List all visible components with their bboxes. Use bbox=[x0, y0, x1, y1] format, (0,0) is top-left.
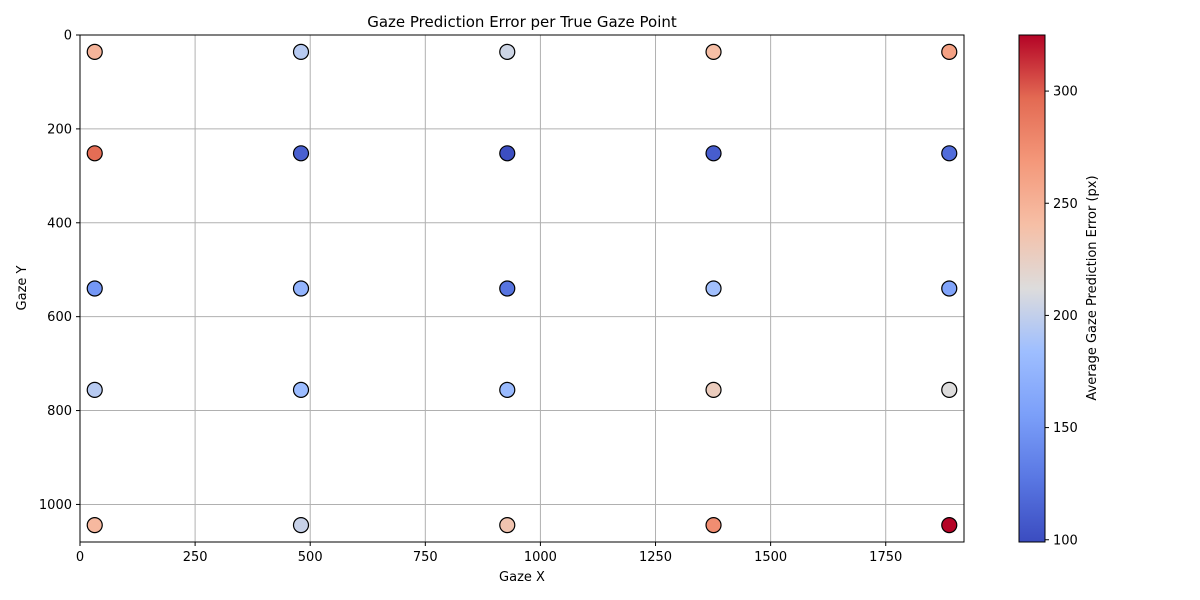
data-point bbox=[941, 280, 958, 297]
x-axis-ticks: 0 250 500 750 1000 1250 1500 1750 bbox=[76, 542, 902, 565]
x-tick-label: 1500 bbox=[754, 550, 787, 565]
y-tick-label: 800 bbox=[47, 404, 72, 419]
y-axis-ticks: 0 200 400 600 800 1000 bbox=[39, 29, 80, 513]
data-point bbox=[499, 280, 516, 297]
grid-lines bbox=[79, 34, 964, 542]
colorbar-ticks: 100 150 200 250 300 bbox=[1045, 85, 1078, 548]
colorbar-tick-label: 150 bbox=[1053, 421, 1078, 436]
data-point bbox=[705, 516, 722, 534]
y-tick-label: 0 bbox=[64, 29, 72, 44]
colorbar bbox=[1018, 34, 1046, 543]
data-point bbox=[941, 516, 958, 534]
y-tick-label: 400 bbox=[47, 216, 72, 231]
x-tick-label: 1000 bbox=[524, 550, 557, 565]
colorbar-tick-label: 200 bbox=[1053, 309, 1078, 324]
data-point bbox=[499, 43, 516, 61]
data-point bbox=[86, 381, 103, 398]
data-point bbox=[292, 280, 310, 297]
data-point bbox=[292, 516, 310, 534]
data-points bbox=[86, 43, 958, 534]
data-point bbox=[86, 145, 103, 162]
y-tick-label: 1000 bbox=[39, 498, 72, 513]
chart-title: Gaze Prediction Error per True Gaze Poin… bbox=[367, 13, 677, 31]
x-tick-label: 1750 bbox=[869, 550, 902, 565]
colorbar-tick-label: 100 bbox=[1053, 533, 1078, 548]
colorbar-tick-label: 300 bbox=[1053, 85, 1078, 100]
data-point bbox=[499, 381, 516, 398]
x-tick-label: 250 bbox=[183, 550, 208, 565]
data-point bbox=[292, 381, 310, 398]
data-point bbox=[705, 381, 722, 398]
y-axis-label: Gaze Y bbox=[15, 265, 30, 310]
x-tick-label: 750 bbox=[413, 550, 438, 565]
data-point bbox=[86, 43, 103, 61]
data-point bbox=[86, 280, 103, 297]
data-point bbox=[499, 145, 516, 162]
data-point bbox=[705, 280, 722, 297]
x-tick-label: 0 bbox=[76, 550, 84, 565]
y-tick-label: 600 bbox=[47, 310, 72, 325]
data-point bbox=[292, 145, 310, 162]
plot-frame bbox=[79, 34, 965, 543]
data-point bbox=[941, 145, 958, 162]
y-tick-label: 200 bbox=[47, 122, 72, 137]
data-point bbox=[705, 43, 722, 61]
x-tick-label: 500 bbox=[298, 550, 323, 565]
data-point bbox=[499, 516, 516, 534]
x-axis-label: Gaze X bbox=[499, 570, 545, 585]
x-tick-label: 1250 bbox=[639, 550, 672, 565]
data-point bbox=[86, 516, 103, 534]
data-point bbox=[941, 43, 958, 61]
data-point bbox=[705, 145, 722, 162]
data-point bbox=[292, 43, 310, 61]
colorbar-tick-label: 250 bbox=[1053, 197, 1078, 212]
data-point bbox=[941, 381, 958, 398]
colorbar-label: Average Gaze Prediction Error (px) bbox=[1085, 175, 1100, 400]
